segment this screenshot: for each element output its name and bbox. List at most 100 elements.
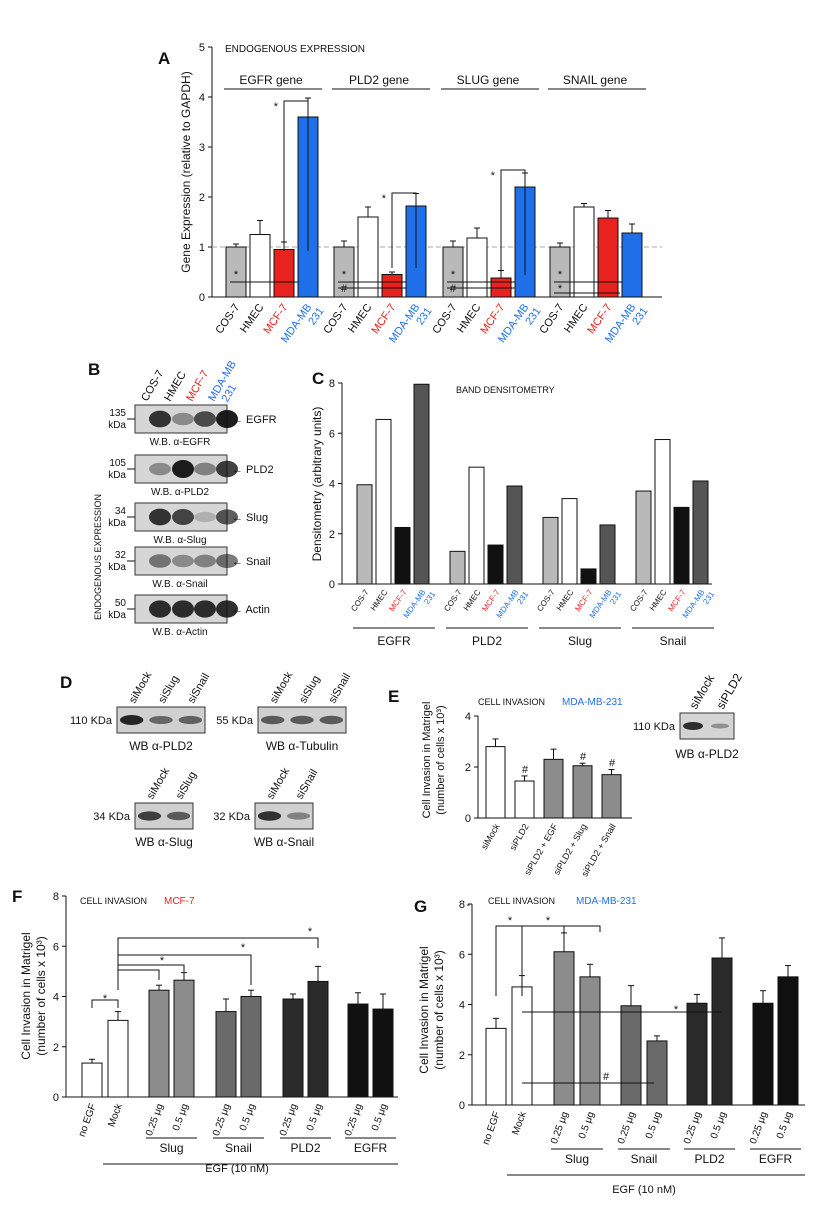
mw-label: 110 KDa [633, 721, 676, 733]
y-tick-label: 0 [199, 292, 205, 304]
bar-MCF-7 [487, 544, 504, 585]
x-tick-label: 0.5 μg [370, 1102, 390, 1132]
panel-d-letter: D [60, 673, 72, 692]
sig-bracket [91, 999, 119, 1008]
lane-label: siSlug [297, 674, 322, 706]
lane-label: siSnail [294, 767, 321, 801]
lane-label: siMock [145, 765, 173, 801]
protein-arrow: ← Slug [232, 512, 268, 524]
panel-f-footer: EGF (10 nM) [205, 1163, 269, 1175]
x-tick-label: COS-7 [537, 302, 566, 336]
panel-g-letter: G [414, 897, 427, 916]
panel-g-title: CELL INVASION [488, 896, 555, 906]
x-tick-label: 0.25 μg [682, 1110, 704, 1145]
sig-star: * [308, 926, 313, 938]
group-label: EGFR gene [239, 73, 303, 87]
bar-MCF-7 [273, 249, 295, 298]
group-label: EGFR [354, 1141, 388, 1155]
x-tick-label: MDA-MB231 [588, 584, 624, 625]
y-tick-label: 8 [329, 378, 335, 390]
y-tick-label: 4 [53, 992, 59, 1004]
x-tick-label: siPLD2 [508, 822, 531, 852]
group-label: Slug [159, 1141, 183, 1155]
x-tick-label: MDA-MB231 [495, 584, 531, 625]
lane-label: siSnail [327, 671, 354, 705]
mw-label: 110 KDa [70, 715, 113, 727]
band [260, 715, 285, 725]
bar-Slug 0.25 μg [148, 989, 170, 1098]
group-label: Snail [631, 1152, 658, 1166]
x-tick-label: 0.25 μg [748, 1110, 770, 1145]
panel-c-chart: 02468COS-7HMECMCF-7MDA-MB231EGFRCOS-7HME… [329, 378, 717, 648]
band [216, 410, 238, 428]
y-tick-label: 6 [459, 949, 465, 961]
antibody-label: W.B. α-Actin [152, 627, 207, 638]
bar-MDA-MB 231 [621, 232, 643, 298]
x-tick-label: COS-7 [349, 588, 371, 614]
sig-star: * [234, 269, 239, 281]
bar-no EGF [485, 1027, 507, 1106]
bar-COS-7 [442, 246, 464, 298]
band [683, 722, 703, 730]
panel-e-ylabel-1: Cell Invasion in Matrigel [421, 702, 433, 819]
bar-COS-7 [356, 484, 373, 585]
bar-Snail 0.25 μg [620, 1005, 642, 1106]
panel-b-side-label: ENDOGENOUS EXPRESSION [93, 494, 103, 620]
lane-label: siMock [686, 671, 717, 711]
y-tick-label: 4 [329, 479, 335, 491]
mw-unit: kDa [108, 470, 126, 481]
antibody-label: WB α-Tubulin [266, 739, 339, 753]
mw-value: 135 [109, 408, 126, 419]
lane-label: siMock [268, 669, 296, 705]
bar-COS-7 [333, 246, 355, 298]
band [286, 812, 311, 820]
bar-siPLD2 + Slug [572, 765, 593, 819]
bar-COS-7 [549, 246, 571, 298]
antibody-label: W.B. α-Slug [153, 535, 206, 546]
antibody-label: WB α-PLD2 [129, 739, 193, 753]
mw-unit: kDa [108, 562, 126, 573]
sig-star: * [160, 955, 165, 967]
sig-star: * [508, 915, 513, 927]
lane-label: siSnail [186, 671, 213, 705]
sig-star: * [451, 269, 456, 281]
y-tick-label: 2 [53, 1042, 59, 1054]
x-tick-label: 0.5 μg [238, 1102, 258, 1132]
group-label: Slug [565, 1152, 589, 1166]
x-tick-label: 0.5 μg [305, 1102, 325, 1132]
y-tick-label: 8 [459, 899, 465, 911]
panel-e-ylabel-2: (number of cells x 10³) [435, 705, 447, 814]
antibody-label: W.B. α-PLD2 [151, 487, 209, 498]
antibody-label: WB α-Snail [254, 835, 314, 849]
sig-star: * [558, 283, 563, 295]
group-label: Slug [568, 634, 592, 648]
bar-Snail 0.25 μg [215, 1011, 237, 1098]
group-label: SNAIL gene [563, 73, 628, 87]
panel-a-letter: A [158, 49, 170, 68]
band [172, 600, 194, 618]
group-label: EGFR [377, 634, 411, 648]
sig-bracket [117, 937, 319, 990]
band [194, 600, 216, 618]
bar-MCF-7 [673, 506, 690, 585]
y-tick-label: 2 [199, 192, 205, 204]
band [194, 511, 216, 523]
band [172, 412, 194, 426]
panel-f-title: CELL INVASION [80, 896, 147, 906]
bar-MDA-MB 231 [599, 524, 616, 585]
x-tick-label: 0.5 μg [171, 1102, 191, 1132]
y-tick-label: 0 [465, 813, 471, 825]
band [216, 600, 238, 618]
antibody-label: W.B. α-EGFR [150, 437, 211, 448]
band [172, 509, 194, 525]
sig-bracket [118, 964, 185, 972]
panel-f-letter: F [12, 887, 22, 906]
x-tick-label: COS-7 [430, 302, 459, 336]
mw-value: 105 [109, 458, 126, 469]
mw-unit: kDa [108, 420, 126, 431]
lane-label: MDA-MB231 [206, 359, 249, 410]
x-tick-label: COS-7 [213, 302, 242, 336]
